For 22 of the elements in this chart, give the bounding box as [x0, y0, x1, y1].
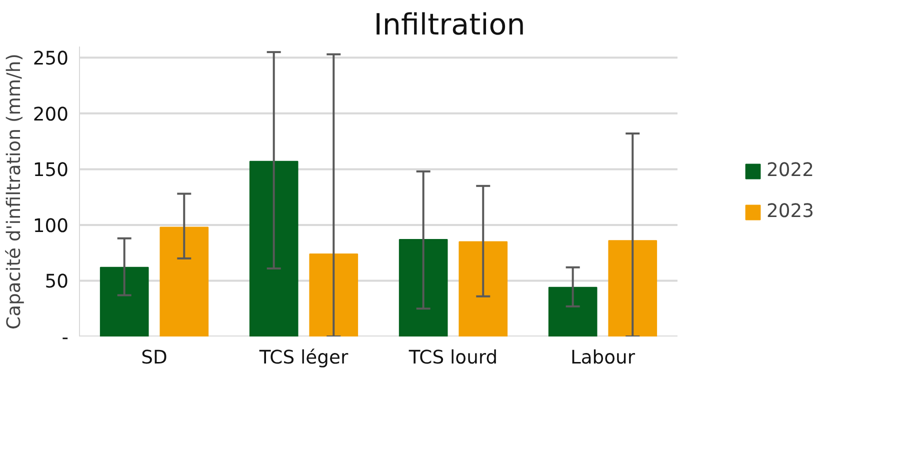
y-tick-label: -: [62, 328, 68, 348]
legend-label: 2023: [766, 201, 814, 222]
bar: [608, 240, 658, 336]
bar: [309, 253, 358, 336]
bar: [100, 266, 149, 336]
chart-title: Infiltration: [374, 8, 526, 42]
bar: [458, 241, 508, 336]
y-tick-label: 200: [32, 104, 68, 126]
y-tick-label: 150: [32, 160, 68, 182]
y-tick-label: 250: [32, 48, 68, 70]
x-tick-label: TCS lourd: [408, 348, 498, 368]
x-tick-label: Labour: [570, 348, 636, 368]
bar: [398, 238, 448, 336]
y-axis-title: Capacité d'infiltration (mm/h): [4, 54, 25, 330]
y-tick-label: 50: [44, 272, 69, 293]
x-tick-label: TCS léger: [258, 348, 348, 368]
bar: [249, 160, 298, 336]
bar: [548, 286, 598, 336]
y-tick-label: 100: [32, 216, 68, 237]
legend-label: 2022: [766, 160, 814, 181]
bar: [160, 226, 209, 336]
x-tick-label: SD: [141, 348, 168, 368]
